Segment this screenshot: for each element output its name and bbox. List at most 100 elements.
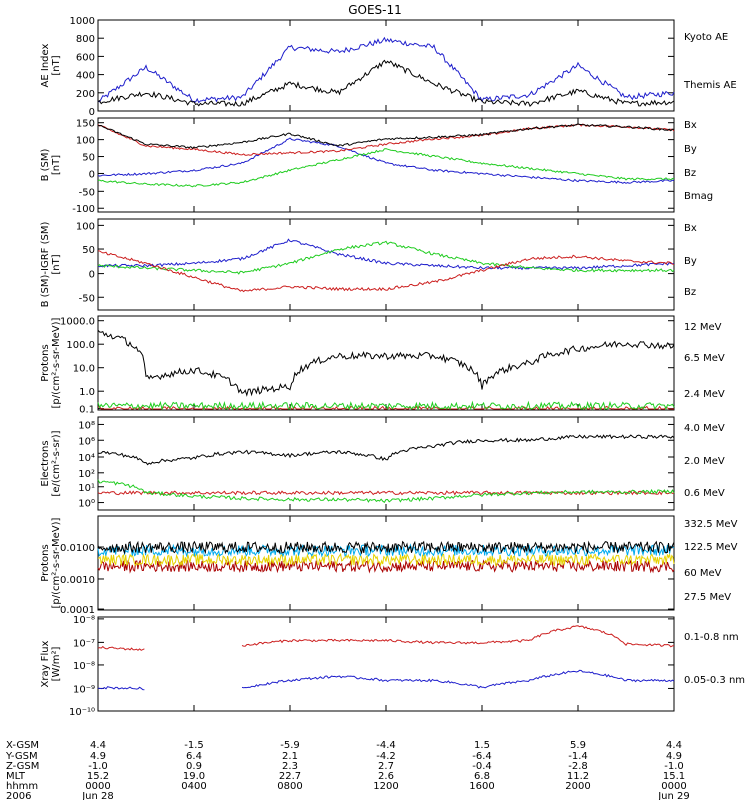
panel-frame xyxy=(97,416,675,511)
series-line-60-mev xyxy=(97,543,675,558)
series-line-0-05-0-3-nm xyxy=(97,669,675,691)
y-axis-label: [W/m²] xyxy=(51,646,62,681)
footer-value: 5.9 xyxy=(570,740,586,751)
y-tick-label: 100 xyxy=(76,221,95,232)
legend-label: Bmag xyxy=(684,191,713,202)
y-tick-label: 1000.0 xyxy=(60,317,95,328)
legend-label: Bz xyxy=(684,287,696,298)
panel-4: 1000.0 100.0 10.0 1.0 0.1 Protons [p/(cm²-s-sr… xyxy=(40,315,725,416)
y-tick-label: 0.0100 xyxy=(60,543,95,554)
legend-label: 332.5 MeV xyxy=(684,519,738,530)
panel-6: 0.0100 0.0010 0.0001 Protons [p/(cm²-s-sr-Me… xyxy=(40,515,738,616)
y-tick-label: 800 xyxy=(76,34,95,45)
footer-value: -5.9 xyxy=(280,740,300,751)
series-line-bx xyxy=(97,238,675,271)
legend-label: 60 MeV xyxy=(684,568,722,579)
series-line-bmag xyxy=(97,123,674,150)
panel-frame xyxy=(97,117,675,213)
footer-value: 0000 xyxy=(661,781,686,792)
legend-label: By xyxy=(684,256,697,267)
footer-value: 22.7 xyxy=(279,771,301,782)
series-line-kyoto-ae xyxy=(97,36,675,104)
footer-value: Jun 29 xyxy=(657,791,690,800)
y-tick-label: 10⁸ xyxy=(78,420,95,431)
footer-value: 2.6 xyxy=(378,771,394,782)
y-axis-label: [nT] xyxy=(51,155,62,175)
y-tick-label: 10⁻¹⁰ xyxy=(69,707,95,718)
y-tick-label: -50 xyxy=(79,293,95,304)
footer-value: -6.4 xyxy=(472,751,492,762)
legend-label: 2.4 MeV xyxy=(684,389,725,400)
y-axis-label: [p/(cm²-s-sr-MeV)] xyxy=(51,517,62,608)
y-tick-label: 150 xyxy=(76,119,95,130)
footer-value: 0400 xyxy=(181,781,206,792)
footer-value: 19.0 xyxy=(183,771,205,782)
panel-frame xyxy=(97,19,675,112)
legend-label: 4.0 MeV xyxy=(684,423,725,434)
series-line-0-1-0-8-nm xyxy=(97,625,675,651)
footer-value: 4.9 xyxy=(666,751,682,762)
legend-label: Themis AE xyxy=(683,80,737,91)
footer-row-label: Z-GSM xyxy=(6,761,39,772)
y-tick-label: -50 xyxy=(79,187,95,198)
y-tick-label: 100 xyxy=(76,136,95,147)
footer-value: 2.3 xyxy=(282,761,298,772)
y-tick-label: 10.0 xyxy=(73,364,95,375)
series-line-27-5-mev xyxy=(97,540,675,555)
panel-5: 10⁸ 10⁶ 10⁴ 10² 10¹ 10⁰ Electrons [e/(cm²-s-sr)… xyxy=(40,416,725,511)
footer-value: 6.4 xyxy=(186,751,202,762)
y-tick-label: 10¹ xyxy=(78,483,95,494)
y-axis-label: B (SM)-IGRF (SM) xyxy=(40,222,51,308)
y-tick-label: 10⁶ xyxy=(78,436,95,447)
y-tick-label: 10⁻⁹ xyxy=(73,684,95,695)
legend-label: By xyxy=(684,144,697,155)
series-line-by xyxy=(97,148,675,188)
y-tick-label: 100.0 xyxy=(66,340,95,351)
legend-label: 6.5 MeV xyxy=(684,353,725,364)
y-tick-label: 10⁻⁸ xyxy=(73,615,95,626)
legend-label: 27.5 MeV xyxy=(684,592,731,603)
series-line-6-5-mev xyxy=(97,400,675,411)
orbit-footer: X-GSMY-GSMZ-GSMMLThhmm20064.44.9-1.015.2… xyxy=(5,740,690,802)
panel-3: 100 50 0 -50 B (SM)-IGRF (SM) [nT] Bx By Bz xyxy=(40,218,697,311)
footer-row-label: hhmm xyxy=(6,781,38,792)
footer-row-label: 2006 xyxy=(6,791,31,800)
footer-value: 11.2 xyxy=(567,771,589,782)
legend-label: Bz xyxy=(684,168,696,179)
footer-value: 15.1 xyxy=(663,771,685,782)
footer-value: 0.9 xyxy=(186,761,202,772)
y-tick-label: 10⁴ xyxy=(78,453,95,464)
y-tick-label: 10⁰ xyxy=(78,499,95,510)
y-axis-label: Protons xyxy=(40,344,51,381)
footer-value: 15.2 xyxy=(87,771,109,782)
y-tick-label: -100 xyxy=(72,204,95,215)
footer-value: 1.5 xyxy=(474,740,490,751)
series-line-bx xyxy=(97,137,675,184)
footer-value: Jun 28 xyxy=(81,791,114,800)
panel-7: 10⁻⁸ 10⁻⁷ 10⁻⁸ 10⁻⁹ 10⁻¹⁰ Xray Flux [W/m²] 0.1-… xyxy=(40,615,745,718)
y-axis-label: [nT] xyxy=(51,254,62,274)
footer-value: 1200 xyxy=(373,781,398,792)
legend-label: 122.5 MeV xyxy=(684,542,738,553)
legend-label: 0.6 MeV xyxy=(684,488,725,499)
footer-value: 6.8 xyxy=(474,771,490,782)
y-tick-label: 1000 xyxy=(70,16,95,27)
footer-value: 2000 xyxy=(565,781,590,792)
series-line-12-mev xyxy=(97,405,674,410)
footer-value: -4.2 xyxy=(376,751,396,762)
legend-label: Kyoto AE xyxy=(684,32,728,43)
footer-value: 4.4 xyxy=(666,740,682,751)
footer-value: 1600 xyxy=(469,781,494,792)
series-line-bz xyxy=(97,250,675,293)
legend-label: 0.1-0.8 nm xyxy=(684,632,739,643)
y-tick-label: 0.1 xyxy=(79,405,95,416)
y-axis-label: Xray Flux xyxy=(40,640,51,687)
y-tick-label: 0 xyxy=(89,169,95,180)
y-axis-label: Electrons xyxy=(40,440,51,486)
footer-value: 4.4 xyxy=(90,740,106,751)
footer-value: -1.4 xyxy=(568,751,588,762)
y-tick-label: 200 xyxy=(76,89,95,100)
y-axis-label: Protons xyxy=(40,544,51,581)
y-tick-label: 0.0001 xyxy=(60,605,95,616)
series-line-0-6-mev xyxy=(97,434,675,466)
